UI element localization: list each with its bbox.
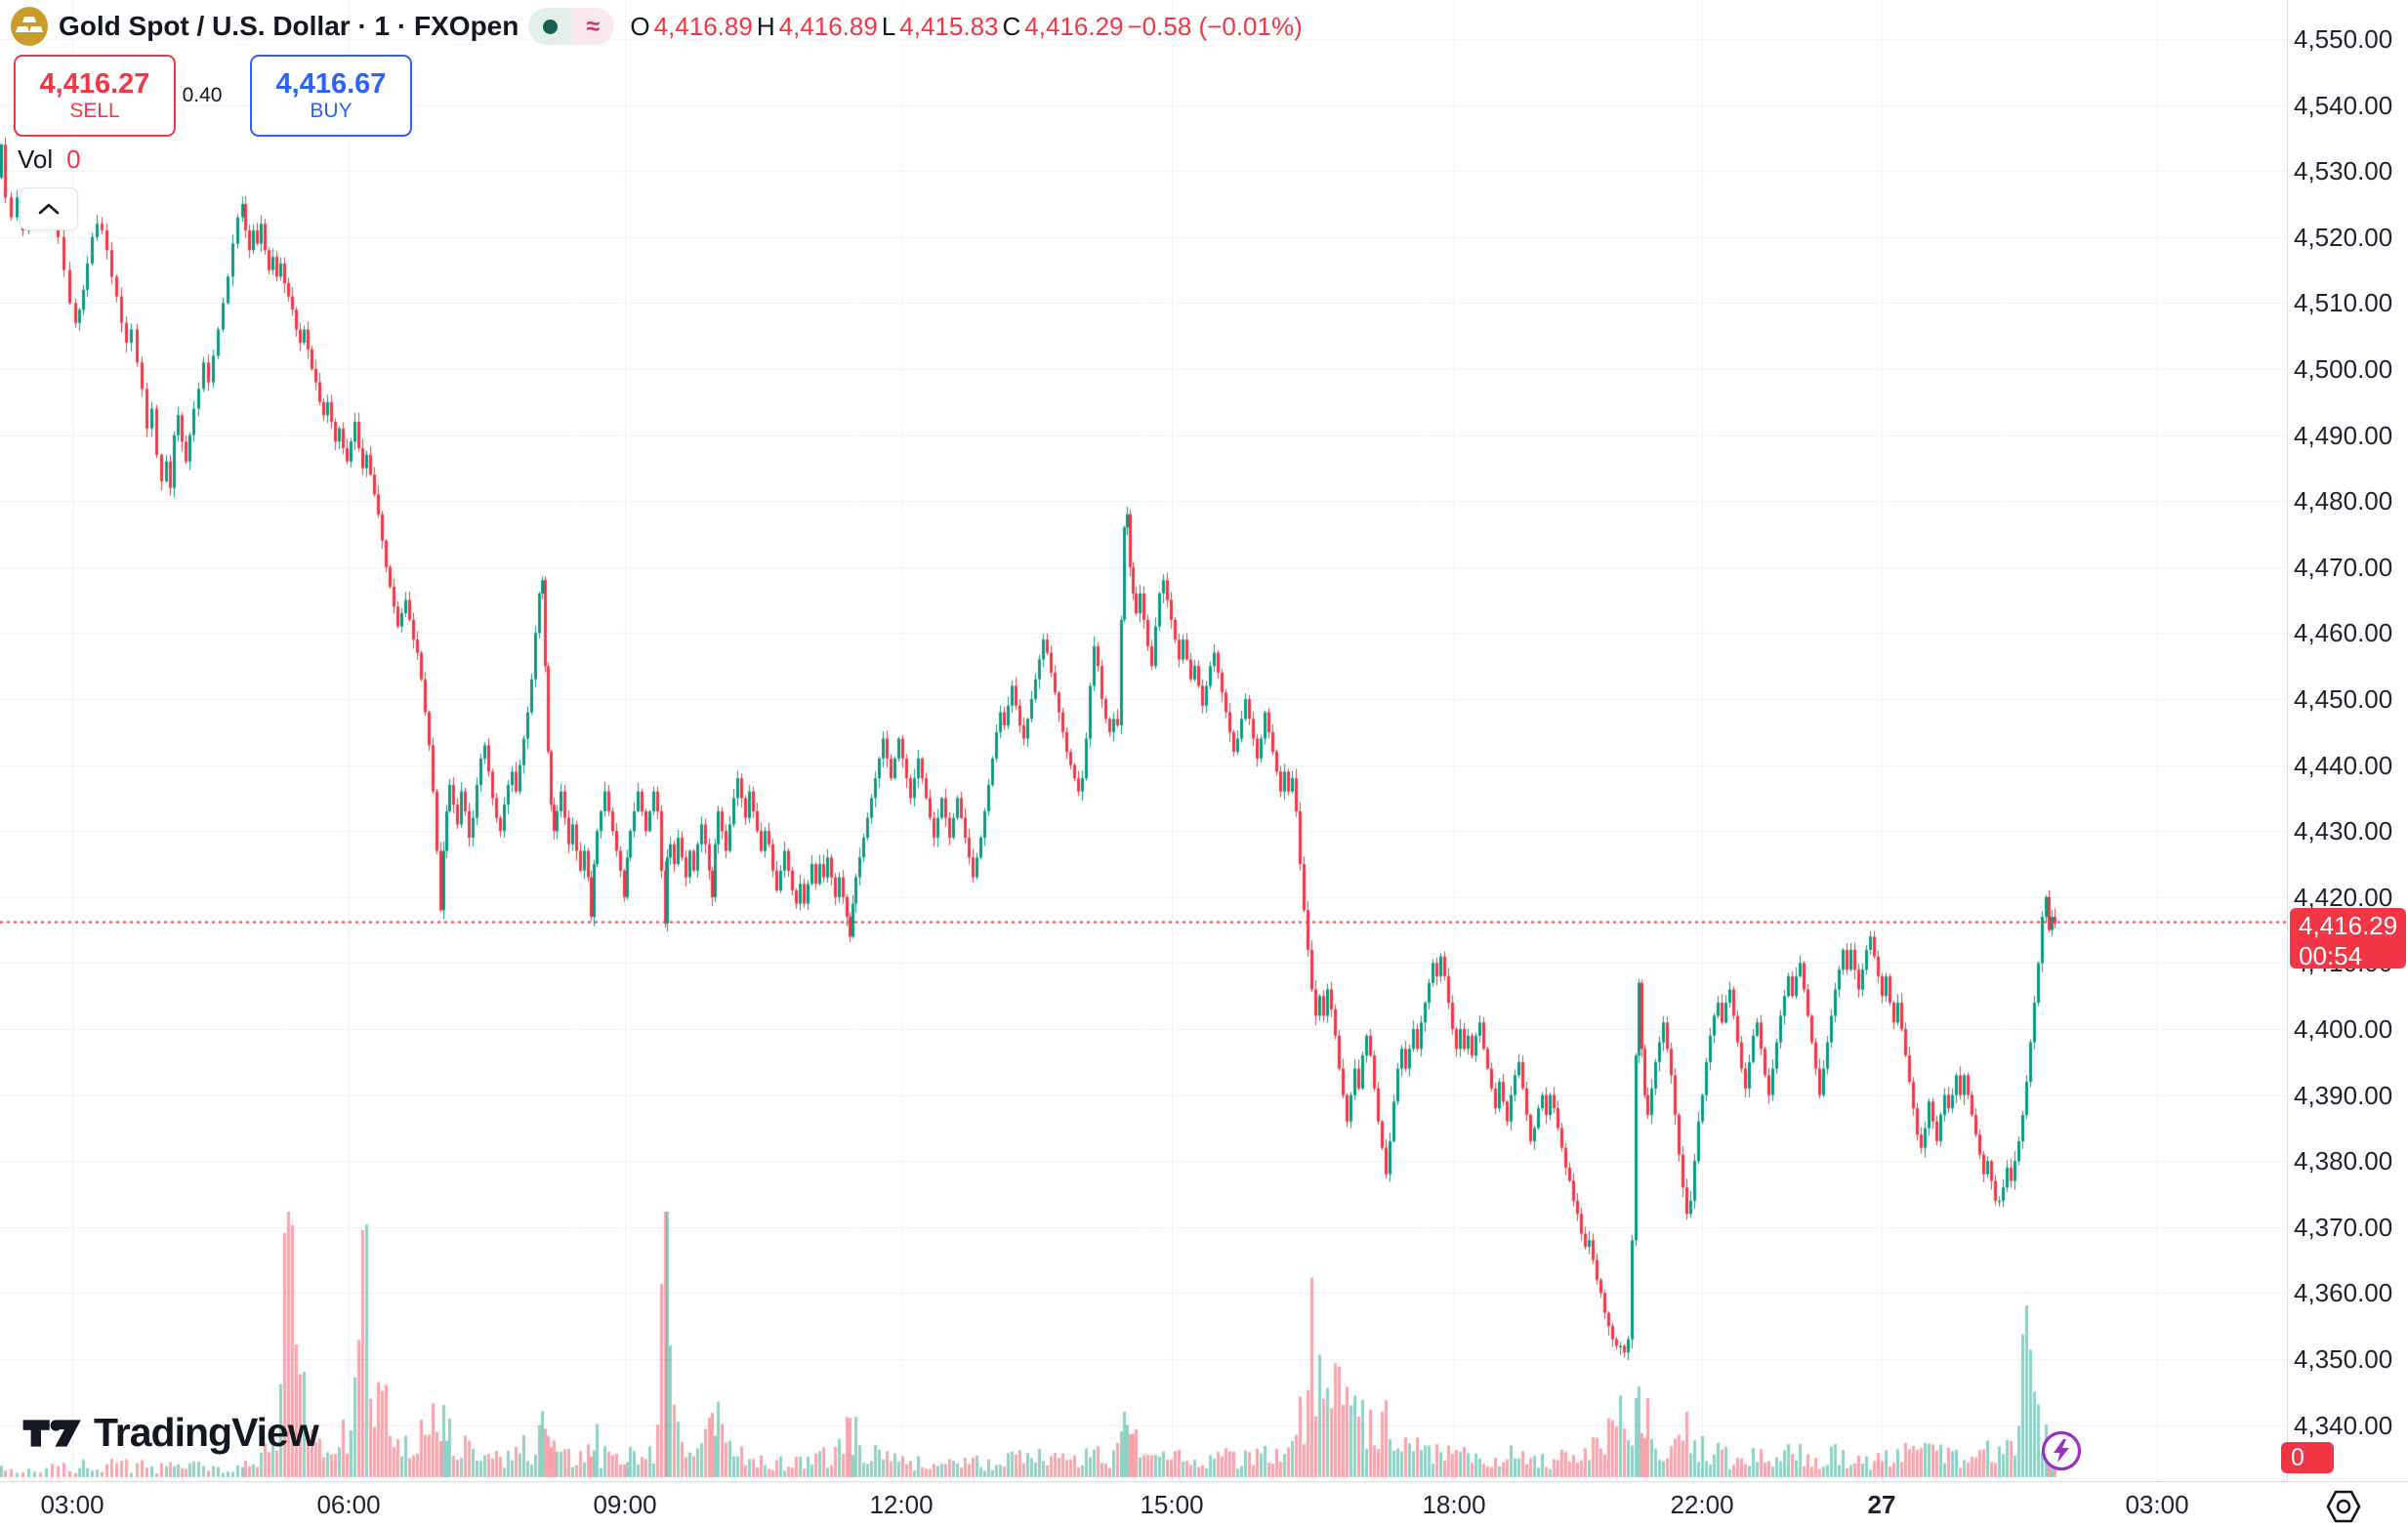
buy-label: BUY xyxy=(310,100,353,123)
time-axis-label: 03:00 xyxy=(40,1490,104,1519)
price-axis-label: 4,470.00 xyxy=(2294,552,2393,582)
time-axis-label: 12:00 xyxy=(869,1490,934,1519)
market-status-pills[interactable]: ≈ xyxy=(528,8,615,45)
volume-axis-badge: 0 xyxy=(2281,1442,2334,1473)
tradingview-logo-mark-icon xyxy=(22,1419,81,1447)
price-axis[interactable]: 4,550.00 4,540.00 4,530.00 4,520.00 4,510.00… xyxy=(2287,0,2408,1480)
buy-price: 4,416.67 xyxy=(275,67,387,100)
gold-coin-icon xyxy=(11,7,48,46)
time-axis-label: 18:00 xyxy=(1422,1490,1486,1519)
flash-boost-button[interactable] xyxy=(2040,1429,2083,1472)
current-price-value: 4,416.29 xyxy=(2299,911,2398,940)
price-axis-label: 4,420.00 xyxy=(2294,882,2393,912)
volume-indicator-label[interactable]: Vol xyxy=(18,144,54,174)
lightning-icon xyxy=(2041,1430,2082,1471)
bar-countdown: 00:54 xyxy=(2299,940,2363,970)
price-axis-label: 4,520.00 xyxy=(2294,222,2393,252)
time-axis-label: 27 xyxy=(1867,1490,1896,1519)
price-axis-label: 4,490.00 xyxy=(2294,420,2393,450)
price-axis-label: 4,400.00 xyxy=(2294,1014,2393,1044)
current-price-badge: 4,416.29 00:54 xyxy=(2290,908,2406,970)
symbol-header: Gold Spot / U.S. Dollar · 1 · FXOpen ≈ O… xyxy=(10,6,1303,47)
ohlc-field-value: 4,416.89 xyxy=(778,11,878,41)
price-axis-label: 4,460.00 xyxy=(2294,618,2393,648)
ohlc-field-label: O xyxy=(630,11,650,41)
ohlc-field-label: H xyxy=(756,11,775,41)
sell-price: 4,416.27 xyxy=(39,67,150,100)
price-axis-label: 4,360.00 xyxy=(2294,1278,2393,1308)
price-axis-label: 4,440.00 xyxy=(2294,750,2393,780)
axis-settings-button[interactable] xyxy=(2324,1488,2363,1525)
price-axis-label: 4,370.00 xyxy=(2294,1212,2393,1242)
price-axis-label: 4,390.00 xyxy=(2294,1080,2393,1110)
delayed-data-icon: ≈ xyxy=(571,8,615,45)
ohlc-field-label: C xyxy=(1002,11,1021,41)
time-axis[interactable]: 03:00 06:00 09:00 12:00 15:00 18:00 22:00 27 03:… xyxy=(0,1481,2408,1527)
volume-indicator-value: 0 xyxy=(66,144,81,174)
buy-button[interactable]: 4,416.67 BUY xyxy=(250,55,412,137)
chevron-up-icon xyxy=(38,203,60,215)
tradingview-logo-text: TradingView xyxy=(94,1410,319,1455)
time-axis-label: 22:00 xyxy=(1670,1490,1734,1519)
sell-label: SELL xyxy=(69,100,120,123)
price-axis-label: 4,500.00 xyxy=(2294,354,2393,384)
price-axis-label: 4,540.00 xyxy=(2294,90,2393,120)
price-axis-label: 4,380.00 xyxy=(2294,1146,2393,1176)
price-axis-label: 4,350.00 xyxy=(2294,1344,2393,1374)
gear-icon xyxy=(2326,1490,2361,1523)
ohlc-field-label: L xyxy=(881,11,896,41)
time-axis-label: 06:00 xyxy=(316,1490,381,1519)
time-axis-label: 09:00 xyxy=(593,1490,657,1519)
ohlc-field-value: 4,416.89 xyxy=(653,11,753,41)
sell-button[interactable]: 4,416.27 SELL xyxy=(14,55,176,137)
symbol-title[interactable]: Gold Spot / U.S. Dollar · 1 · FXOpen xyxy=(59,11,519,41)
pane-collapse-button[interactable] xyxy=(20,187,78,230)
time-axis-label: 03:00 xyxy=(2125,1490,2189,1519)
price-axis-label: 4,480.00 xyxy=(2294,486,2393,516)
price-axis-label: 4,550.00 xyxy=(2294,24,2393,54)
market-open-dot-icon xyxy=(528,8,572,45)
volume-indicator-row: Vol 0 xyxy=(18,144,81,175)
price-axis-label: 4,510.00 xyxy=(2294,288,2393,318)
spread-value: 0.40 xyxy=(182,84,223,106)
ohlc-readout: O 4,416.89 H 4,416.89 L 4,415.83 C 4,416.29 −0.5… xyxy=(630,12,1302,42)
price-axis-label: 4,340.00 xyxy=(2294,1410,2393,1440)
ohlc-field-value: 4,415.83 xyxy=(899,11,999,41)
time-axis-label: 15:00 xyxy=(1140,1490,1204,1519)
ohlc-field-value: 4,416.29 xyxy=(1024,11,1124,41)
price-axis-label: 4,430.00 xyxy=(2294,816,2393,846)
ohlc-field-value: −0.58 (−0.01%) xyxy=(1127,11,1303,41)
price-axis-label: 4,530.00 xyxy=(2294,156,2393,186)
price-axis-label: 4,450.00 xyxy=(2294,684,2393,714)
tradingview-logo[interactable]: TradingView xyxy=(21,1410,319,1456)
